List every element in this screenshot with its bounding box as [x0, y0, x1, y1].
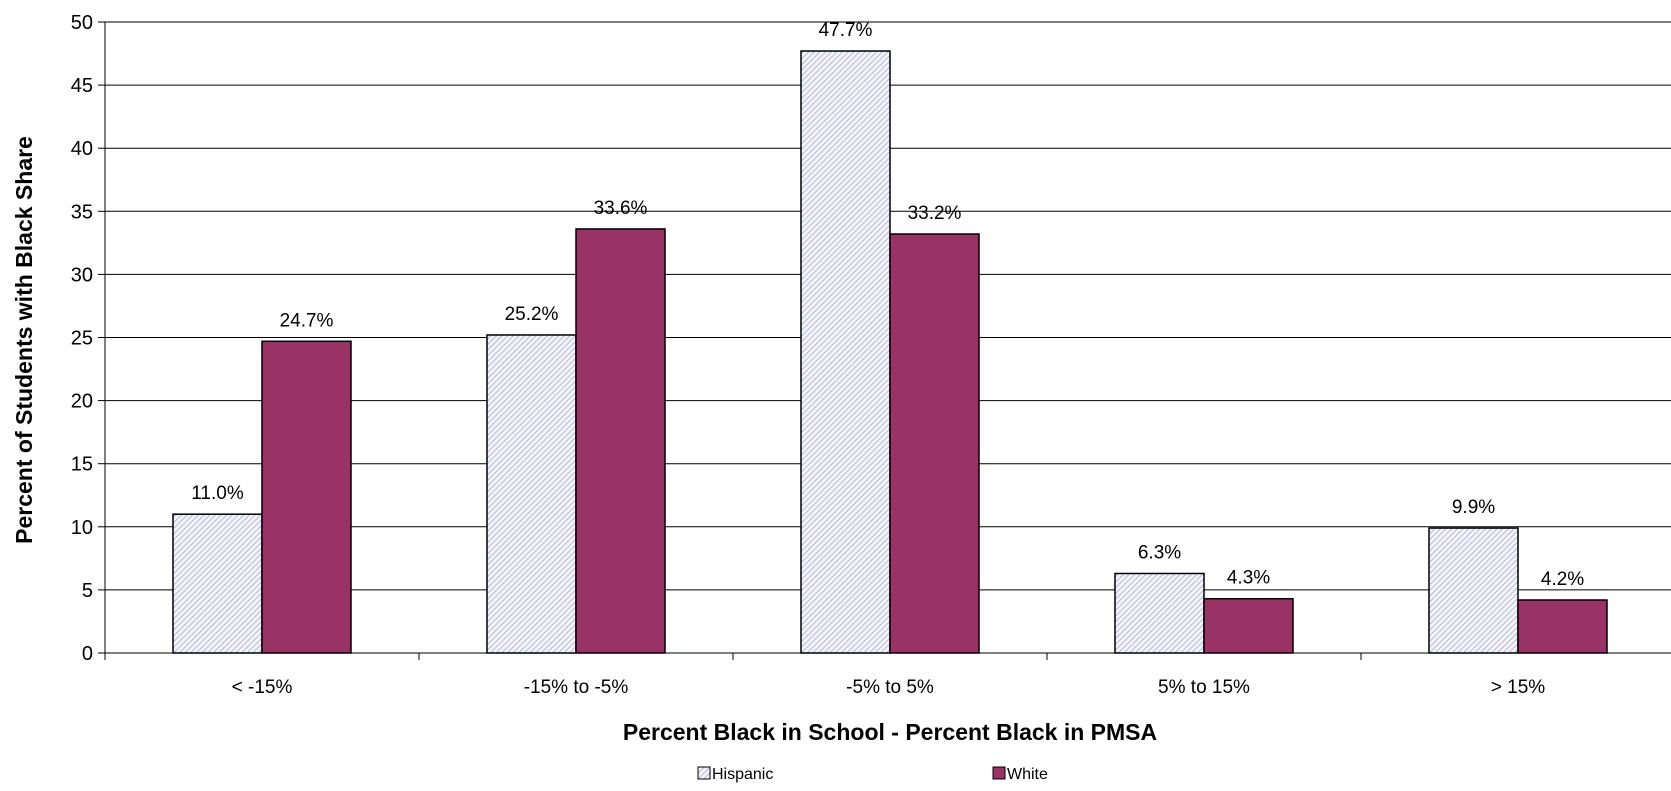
- legend-label-hispanic: Hispanic: [712, 766, 773, 783]
- legend: Hispanic White: [697, 766, 1048, 783]
- data-label: 24.7%: [280, 310, 334, 331]
- data-label: 47.7%: [819, 20, 873, 41]
- data-label: 33.6%: [594, 198, 648, 219]
- y-tick-label: 20: [71, 391, 93, 413]
- y-tick-label: 30: [71, 264, 93, 286]
- y-tick-label: 0: [82, 643, 93, 665]
- data-label: 11.0%: [191, 483, 244, 504]
- bar-white: [1517, 599, 1608, 654]
- y-tick-label: 15: [71, 454, 93, 476]
- y-tick-label: 10: [71, 517, 93, 539]
- y-tick-label: 40: [71, 138, 93, 160]
- bar-hispanic: [486, 334, 577, 654]
- legend-swatch-white: [992, 766, 1006, 780]
- x-tick-label: > 15%: [1491, 677, 1546, 698]
- data-label: 33.2%: [908, 203, 962, 224]
- data-label: 4.2%: [1541, 569, 1584, 590]
- bar-white: [261, 340, 352, 654]
- axes: 0 5 10 15 20 25 30 35 40 45 50 < -15% -15% to -5% -5%…: [71, 12, 1671, 698]
- y-axis-title: Percent of Students with Black Share: [11, 136, 37, 544]
- bar-hispanic: [800, 50, 891, 654]
- data-label: 6.3%: [1138, 542, 1181, 563]
- data-label: 9.9%: [1452, 497, 1495, 518]
- legend-swatch-hispanic: [697, 766, 711, 780]
- x-tick-label: -5% to 5%: [846, 677, 934, 698]
- y-tick-label: 50: [71, 12, 93, 34]
- bar-hispanic: [1428, 527, 1519, 654]
- y-tick-label: 25: [71, 328, 93, 350]
- x-axis-title: Percent Black in School - Percent Black …: [623, 719, 1157, 745]
- data-label: 25.2%: [505, 304, 559, 325]
- data-labels: 11.0% 24.7% 25.2% 33.6% 47.7% 33.2% 6.3% 4.3% 9.…: [191, 20, 1584, 590]
- x-tick-label: -15% to -5%: [524, 677, 629, 698]
- bar-hispanic: [1114, 572, 1205, 654]
- x-tick-label: 5% to 15%: [1158, 677, 1250, 698]
- y-tick-label: 45: [71, 75, 93, 97]
- y-tick-label: 35: [71, 201, 93, 223]
- bar-white: [889, 233, 980, 654]
- legend-label-white: White: [1007, 766, 1048, 783]
- x-tick-label: < -15%: [232, 677, 293, 698]
- data-label: 4.3%: [1227, 568, 1270, 589]
- bar-white: [1203, 597, 1294, 654]
- y-tick-label: 5: [82, 580, 93, 602]
- bars: [172, 50, 1608, 654]
- bar-white: [575, 228, 666, 654]
- bar-hispanic: [172, 513, 263, 654]
